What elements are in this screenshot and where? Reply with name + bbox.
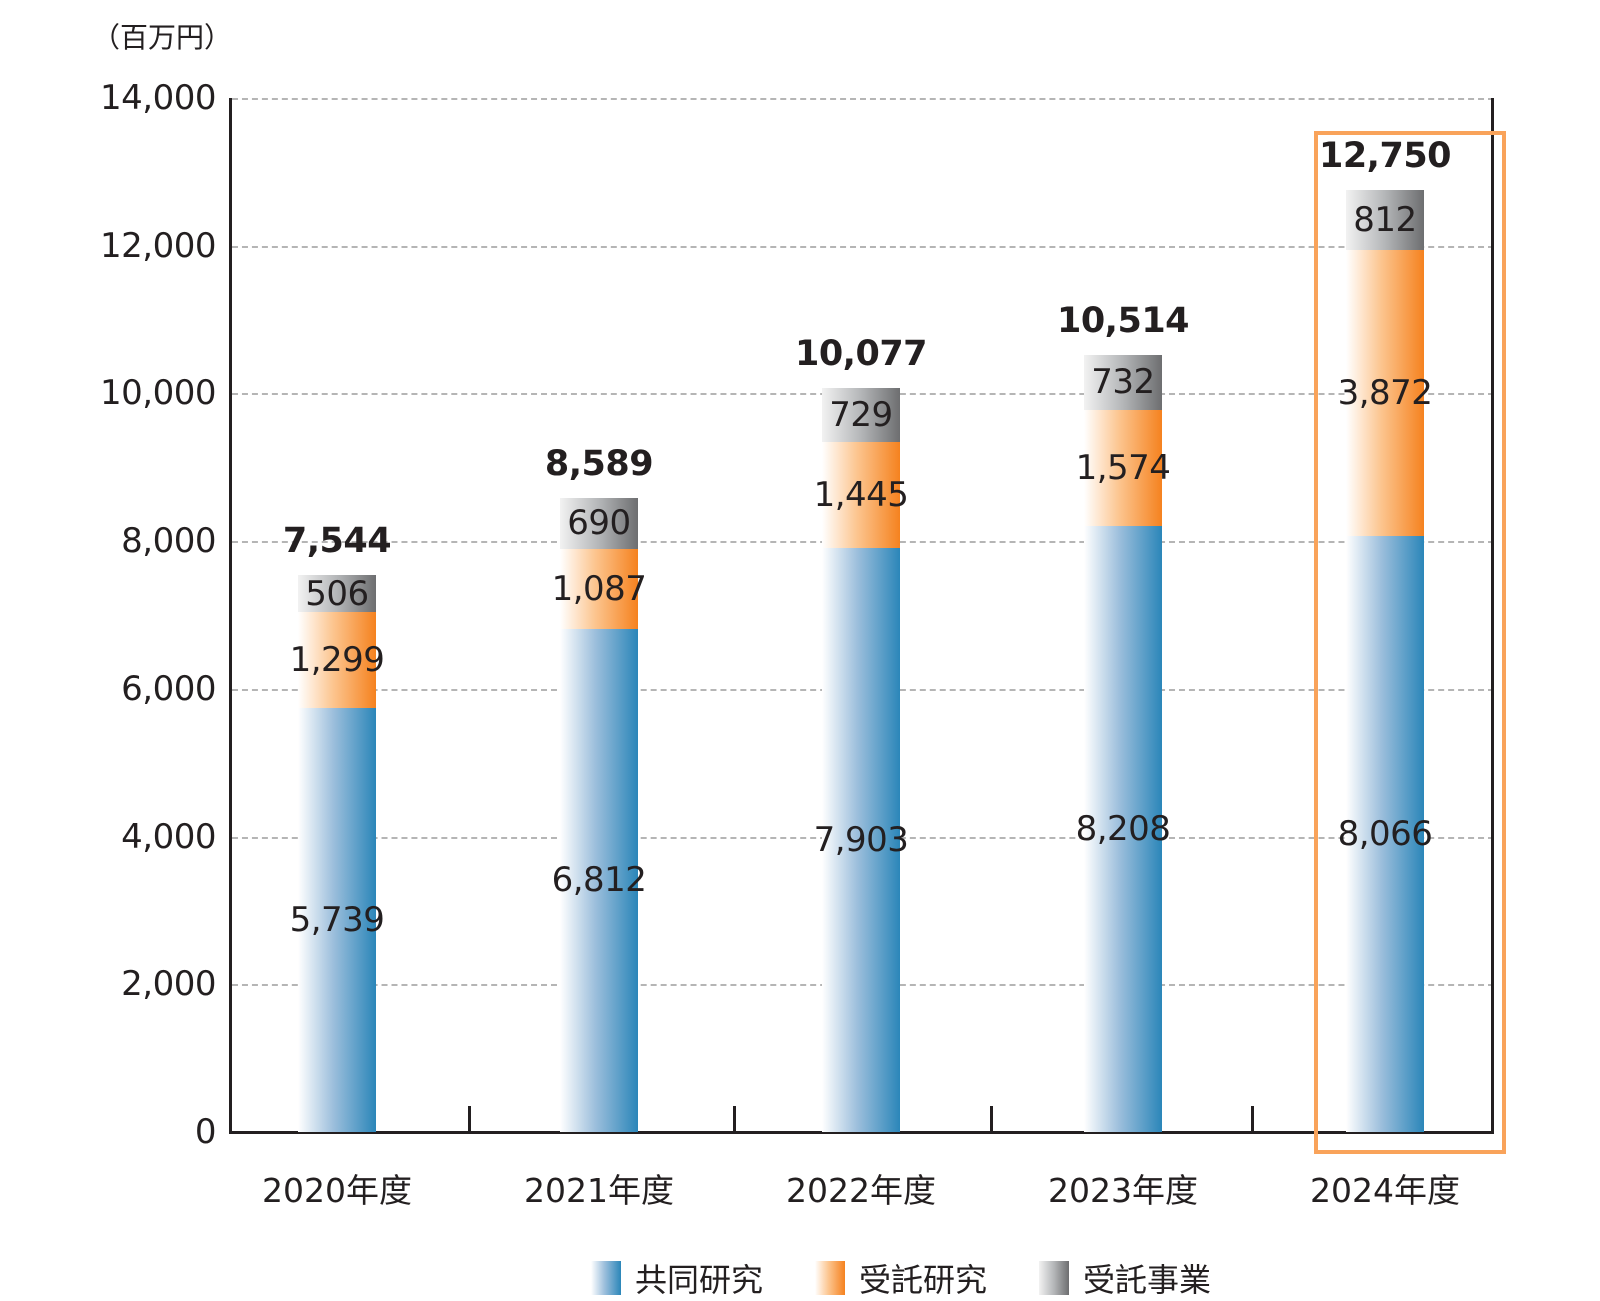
y-tick-label: 14,000 bbox=[100, 78, 216, 118]
bar-segment-contract-project bbox=[822, 387, 900, 442]
bar-segment-joint bbox=[1346, 536, 1424, 1132]
bar-segment-contract-research bbox=[1084, 409, 1162, 526]
x-axis-separator bbox=[468, 1106, 471, 1132]
y-tick-label: 10,000 bbox=[100, 373, 216, 414]
x-category-label: 2021年度 bbox=[524, 1171, 674, 1210]
bar-segment-joint bbox=[1084, 525, 1162, 1132]
total-value-label: 10,514 bbox=[1056, 301, 1190, 342]
bar-segment-contract-project bbox=[1084, 355, 1162, 410]
bar-segment-contract-project bbox=[1346, 190, 1424, 251]
legend-label: 受託研究 bbox=[859, 1261, 988, 1299]
y-axis-unit-label: （百万円） bbox=[92, 21, 233, 54]
bar-segment-contract-project bbox=[298, 574, 376, 613]
x-category-label: 2022年度 bbox=[786, 1171, 936, 1210]
right-frame-line bbox=[1491, 98, 1494, 1133]
bar-segment-contract-research bbox=[560, 548, 638, 629]
legend-swatch-orange-icon bbox=[815, 1261, 846, 1295]
segment-value-label: 812 bbox=[1353, 200, 1417, 241]
segment-value-label: 1,087 bbox=[551, 568, 647, 609]
legend-swatch-gray-icon bbox=[1039, 1261, 1070, 1295]
x-axis-line bbox=[229, 1131, 1494, 1134]
bar-segment-joint bbox=[298, 708, 376, 1132]
x-category-label: 2023年度 bbox=[1048, 1171, 1198, 1210]
segment-value-label: 1,299 bbox=[289, 640, 385, 681]
segment-value-label: 1,445 bbox=[813, 474, 909, 515]
gridline bbox=[232, 245, 1494, 248]
segment-value-label: 1,574 bbox=[1075, 447, 1171, 488]
legend-label: 受託事業 bbox=[1083, 1261, 1212, 1299]
x-axis-separator bbox=[990, 1106, 993, 1132]
bar-segment-contract-project bbox=[560, 497, 638, 549]
total-value-label: 8,589 bbox=[544, 443, 654, 484]
y-tick-label: 0 bbox=[194, 1112, 217, 1152]
legend-label: 共同研究 bbox=[635, 1261, 764, 1299]
x-axis-separator bbox=[1251, 1106, 1254, 1132]
highlight-box-2024 bbox=[1314, 131, 1506, 1154]
y-tick-label: 12,000 bbox=[100, 225, 216, 266]
total-value-label: 10,077 bbox=[794, 333, 928, 374]
gridline bbox=[232, 98, 1494, 100]
bar-segment-contract-research bbox=[822, 441, 900, 549]
x-axis-separator bbox=[733, 1106, 736, 1132]
segment-value-label: 8,066 bbox=[1337, 814, 1433, 855]
bar-segment-joint bbox=[560, 628, 638, 1132]
y-tick-label: 4,000 bbox=[121, 816, 216, 857]
segment-value-label: 3,872 bbox=[1337, 373, 1433, 414]
legend-swatch-blue-icon bbox=[591, 1261, 621, 1295]
legend-item-contract-research: 受託研究 bbox=[815, 1255, 987, 1301]
segment-value-label: 506 bbox=[305, 573, 369, 614]
segment-value-label: 690 bbox=[567, 503, 631, 544]
bar-segment-joint bbox=[822, 548, 900, 1132]
y-tick-label: 2,000 bbox=[121, 964, 216, 1005]
segment-value-label: 5,739 bbox=[289, 900, 385, 941]
y-tick-label: 8,000 bbox=[121, 521, 216, 562]
legend-item-contract-project: 受託事業 bbox=[1039, 1255, 1211, 1301]
x-category-label: 2020年度 bbox=[262, 1171, 412, 1210]
segment-value-label: 6,812 bbox=[551, 860, 647, 901]
segment-value-label: 729 bbox=[829, 394, 893, 435]
bar-segment-contract-research bbox=[298, 612, 376, 709]
legend: 共同研究 受託研究 受託事業 bbox=[591, 1255, 1263, 1301]
x-category-label: 2024年度 bbox=[1310, 1171, 1460, 1210]
segment-value-label: 732 bbox=[1091, 362, 1155, 403]
legend-item-joint-research: 共同研究 bbox=[591, 1255, 763, 1301]
segment-value-label: 8,208 bbox=[1075, 808, 1171, 849]
total-value-label: 12,750 bbox=[1318, 136, 1452, 177]
segment-value-label: 7,903 bbox=[813, 820, 909, 861]
y-tick-label: 6,000 bbox=[121, 668, 216, 709]
bar-segment-contract-research bbox=[1346, 250, 1424, 537]
y-axis-line bbox=[229, 98, 232, 1133]
total-value-label: 7,544 bbox=[282, 520, 392, 561]
